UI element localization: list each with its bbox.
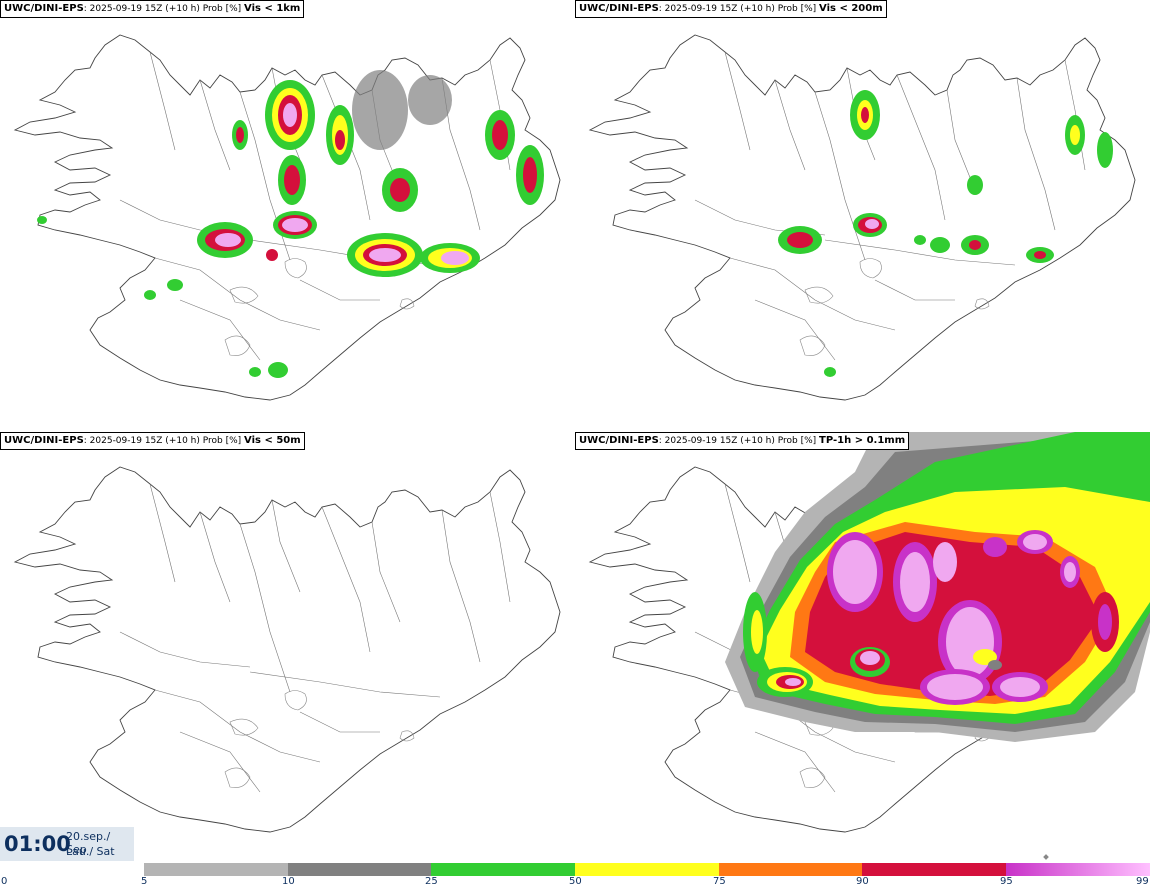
legend-tick: 90 (856, 876, 869, 887)
map-panel-vis-1km: UWC/DINI-EPS: 2025-09-19 15Z (+10 h) Pro… (0, 0, 575, 430)
legend-tick: 99 (1136, 876, 1149, 887)
variable-name: Vis < 200m (819, 3, 883, 14)
model-name: UWC/DINI-EPS (4, 3, 84, 14)
variable-name: Vis < 50m (244, 435, 301, 446)
variable-name: TP-1h > 0.1mm (819, 435, 906, 446)
legend-tick: 75 (713, 876, 726, 887)
probability-field (37, 70, 544, 378)
valid-time-box: 01:00 20.sep./ Sep Lau./ Sat (0, 827, 134, 861)
panel-title: UWC/DINI-EPS: 2025-09-19 15Z (+10 h) Pro… (0, 0, 305, 18)
map-panel-vis-200m: UWC/DINI-EPS: 2025-09-19 15Z (+10 h) Pro… (575, 0, 1150, 430)
run-info: : 2025-09-19 15Z (+10 h) Prob [%] (658, 4, 820, 14)
legend-swatch-90-95 (862, 863, 1006, 876)
legend-swatch-25-50 (431, 863, 575, 876)
iceland-map-vis-1km (14, 34, 561, 401)
model-name: UWC/DINI-EPS (579, 3, 659, 14)
probability-legend: 0 5 10 25 50 75 90 95 99 (0, 862, 1150, 891)
run-info: : 2025-09-19 15Z (+10 h) Prob [%] (83, 4, 245, 14)
variable-name: Vis < 1km (244, 3, 301, 14)
legend-swatch-50-75 (575, 863, 719, 876)
valid-date: 20.sep./ Sep (66, 830, 111, 856)
probability-field (778, 90, 1113, 377)
legend-tick: 50 (569, 876, 582, 887)
legend-tick: 95 (1000, 876, 1013, 887)
iceland-map-vis-200m (589, 34, 1136, 401)
valid-weekday: Lau./ Sat (66, 845, 115, 858)
legend-tick: 10 (282, 876, 295, 887)
legend-tick: 25 (425, 876, 438, 887)
legend-swatch-10-25 (288, 863, 431, 876)
iceland-map-tp-1h (589, 432, 1150, 833)
legend-swatch-95-99 (1006, 863, 1150, 876)
legend-tick: 5 (141, 876, 148, 887)
panel-title: UWC/DINI-EPS: 2025-09-19 15Z (+10 h) Pro… (575, 432, 910, 450)
valid-time-clock: 01:00 (4, 832, 71, 856)
iceland-map-vis-50m (14, 466, 561, 833)
panel-title: UWC/DINI-EPS: 2025-09-19 15Z (+10 h) Pro… (575, 0, 887, 18)
map-panel-vis-50m: UWC/DINI-EPS: 2025-09-19 15Z (+10 h) Pro… (0, 432, 575, 862)
probability-field (725, 432, 1150, 742)
model-name: UWC/DINI-EPS (579, 435, 659, 446)
legend-swatch-5-10 (144, 863, 288, 876)
model-name: UWC/DINI-EPS (4, 435, 84, 446)
panel-title: UWC/DINI-EPS: 2025-09-19 15Z (+10 h) Pro… (0, 432, 305, 450)
run-info: : 2025-09-19 15Z (+10 h) Prob [%] (658, 436, 820, 446)
legend-swatch-75-90 (719, 863, 862, 876)
run-info: : 2025-09-19 15Z (+10 h) Prob [%] (83, 436, 245, 446)
legend-tick: 0 (1, 876, 8, 887)
map-panel-tp-1h: UWC/DINI-EPS: 2025-09-19 15Z (+10 h) Pro… (575, 432, 1150, 862)
